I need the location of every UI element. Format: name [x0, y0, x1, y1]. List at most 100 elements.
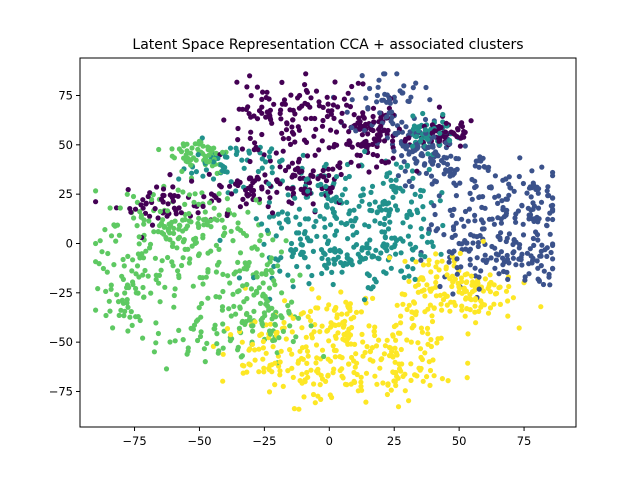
- scatter-point-cluster-0: [259, 184, 265, 190]
- scatter-point-cluster-4: [419, 329, 425, 335]
- scatter-point-cluster-0: [308, 172, 314, 178]
- scatter-point-cluster-1: [463, 240, 469, 246]
- scatter-point-cluster-4: [393, 350, 399, 356]
- scatter-point-cluster-3: [270, 337, 276, 344]
- scatter-point-cluster-2: [407, 224, 413, 230]
- scatter-point-cluster-0: [269, 120, 275, 126]
- scatter-point-cluster-2: [234, 148, 240, 155]
- scatter-point-cluster-2: [373, 247, 379, 253]
- scatter-point-cluster-2: [344, 252, 350, 258]
- scatter-point-cluster-1: [519, 202, 525, 208]
- scatter-point-cluster-4: [412, 372, 418, 378]
- scatter-point-cluster-0: [292, 111, 298, 117]
- scatter-point-cluster-1: [526, 271, 532, 277]
- scatter-point-cluster-3: [180, 189, 186, 195]
- scatter-point-cluster-2: [420, 110, 426, 117]
- scatter-point-cluster-1: [545, 184, 551, 190]
- scatter-point-cluster-1: [399, 153, 405, 159]
- scatter-point-cluster-0: [274, 189, 280, 195]
- scatter-point-cluster-3: [196, 215, 202, 221]
- scatter-point-cluster-0: [277, 164, 283, 170]
- scatter-point-cluster-1: [468, 232, 474, 238]
- scatter-point-cluster-3: [175, 268, 181, 274]
- scatter-point-cluster-2: [322, 262, 328, 268]
- scatter-point-cluster-1: [520, 221, 526, 227]
- scatter-point-cluster-0: [178, 210, 184, 216]
- scatter-point-cluster-3: [179, 262, 185, 269]
- scatter-point-cluster-0: [263, 94, 269, 101]
- scatter-point-cluster-3: [191, 322, 198, 328]
- scatter-point-cluster-1: [510, 241, 516, 248]
- scatter-point-cluster-4: [260, 345, 266, 351]
- scatter-point-cluster-3: [224, 196, 230, 202]
- scatter-point-cluster-1: [363, 95, 369, 101]
- scatter-point-cluster-2: [324, 204, 330, 210]
- scatter-point-cluster-4: [387, 345, 393, 351]
- scatter-point-cluster-2: [342, 186, 348, 192]
- scatter-point-cluster-4: [431, 373, 437, 379]
- scatter-point-cluster-1: [454, 166, 460, 172]
- scatter-point-cluster-3: [221, 225, 227, 231]
- scatter-point-cluster-1: [500, 204, 506, 211]
- scatter-point-cluster-4: [353, 309, 360, 315]
- scatter-point-cluster-1: [408, 94, 414, 100]
- scatter-point-cluster-2: [355, 251, 361, 257]
- scatter-point-cluster-1: [524, 250, 531, 256]
- scatter-point-cluster-3: [200, 235, 206, 241]
- scatter-point-cluster-3: [116, 232, 122, 238]
- scatter-point-cluster-3: [124, 191, 130, 197]
- scatter-point-cluster-4: [448, 299, 454, 305]
- scatter-point-cluster-3: [153, 272, 159, 278]
- scatter-point-cluster-1: [548, 249, 554, 256]
- scatter-point-cluster-1: [534, 258, 540, 264]
- scatter-point-cluster-0: [286, 164, 292, 170]
- scatter-point-cluster-4: [393, 337, 399, 343]
- scatter-point-cluster-4: [372, 373, 378, 379]
- scatter-point-cluster-3: [153, 276, 159, 283]
- scatter-point-cluster-0: [251, 113, 257, 119]
- scatter-point-cluster-4: [327, 392, 333, 398]
- scatter-point-cluster-3: [231, 212, 237, 218]
- scatter-point-cluster-0: [264, 89, 270, 95]
- scatter-point-cluster-2: [359, 198, 365, 204]
- scatter-point-cluster-2: [327, 222, 334, 228]
- scatter-point-cluster-1: [544, 188, 550, 194]
- scatter-point-cluster-1: [498, 249, 504, 255]
- scatter-point-cluster-2: [430, 243, 436, 249]
- scatter-point-cluster-4: [354, 371, 360, 378]
- scatter-point-cluster-1: [501, 214, 507, 220]
- scatter-point-cluster-4: [325, 356, 331, 362]
- scatter-point-cluster-1: [454, 256, 460, 262]
- scatter-point-cluster-1: [482, 252, 488, 258]
- scatter-point-cluster-4: [406, 302, 412, 308]
- scatter-point-cluster-4: [491, 301, 497, 307]
- scatter-point-cluster-0: [303, 116, 309, 122]
- scatter-point-cluster-1: [516, 173, 522, 180]
- scatter-point-cluster-0: [301, 137, 308, 143]
- scatter-point-cluster-4: [252, 347, 258, 353]
- scatter-point-cluster-0: [161, 192, 167, 199]
- scatter-point-cluster-1: [384, 92, 390, 98]
- scatter-point-cluster-3: [190, 326, 196, 332]
- scatter-point-cluster-4: [390, 369, 396, 375]
- scatter-point-cluster-0: [245, 193, 251, 199]
- scatter-point-cluster-4: [392, 379, 398, 385]
- scatter-point-cluster-0: [284, 121, 290, 127]
- scatter-point-cluster-4: [389, 349, 395, 355]
- scatter-point-cluster-1: [535, 205, 542, 211]
- scatter-point-cluster-3: [237, 305, 243, 311]
- scatter-point-cluster-2: [304, 176, 310, 182]
- scatter-point-cluster-3: [220, 232, 226, 239]
- scatter-point-cluster-1: [508, 185, 514, 191]
- scatter-point-cluster-3: [151, 349, 157, 355]
- scatter-point-cluster-1: [519, 251, 525, 257]
- scatter-point-cluster-3: [216, 246, 222, 252]
- scatter-point-cluster-2: [233, 188, 239, 194]
- scatter-point-cluster-3: [235, 347, 241, 353]
- scatter-point-cluster-3: [135, 290, 141, 296]
- scatter-point-cluster-0: [304, 153, 311, 159]
- scatter-point-cluster-3: [231, 271, 237, 277]
- scatter-point-cluster-4: [358, 383, 364, 389]
- scatter-point-cluster-3: [199, 190, 205, 196]
- scatter-point-cluster-4: [382, 343, 388, 349]
